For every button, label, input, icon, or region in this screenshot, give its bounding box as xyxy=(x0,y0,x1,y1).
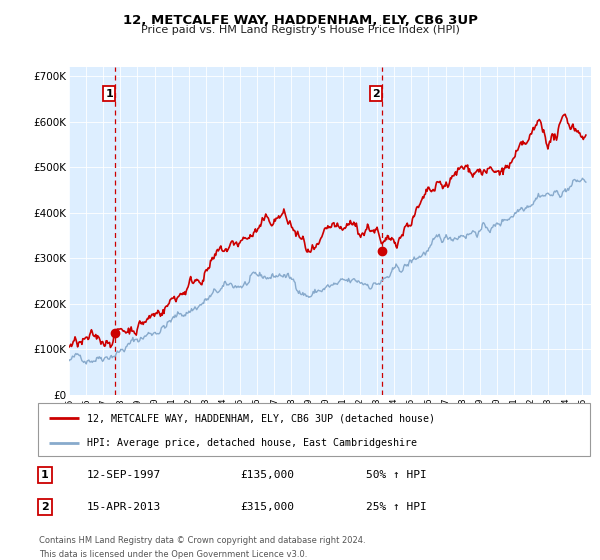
Text: 15-APR-2013: 15-APR-2013 xyxy=(87,502,161,512)
Text: £315,000: £315,000 xyxy=(240,502,294,512)
Text: 25% ↑ HPI: 25% ↑ HPI xyxy=(366,502,427,512)
Text: 2: 2 xyxy=(41,502,49,512)
Text: This data is licensed under the Open Government Licence v3.0.: This data is licensed under the Open Gov… xyxy=(39,550,307,559)
Text: 12, METCALFE WAY, HADDENHAM, ELY, CB6 3UP: 12, METCALFE WAY, HADDENHAM, ELY, CB6 3U… xyxy=(122,14,478,27)
Text: HPI: Average price, detached house, East Cambridgeshire: HPI: Average price, detached house, East… xyxy=(88,438,418,448)
FancyBboxPatch shape xyxy=(38,403,590,456)
Text: 2: 2 xyxy=(372,88,380,99)
Text: 12-SEP-1997: 12-SEP-1997 xyxy=(87,470,161,480)
Text: 50% ↑ HPI: 50% ↑ HPI xyxy=(366,470,427,480)
Text: Contains HM Land Registry data © Crown copyright and database right 2024.: Contains HM Land Registry data © Crown c… xyxy=(39,536,365,545)
Text: £135,000: £135,000 xyxy=(240,470,294,480)
Text: 1: 1 xyxy=(106,88,113,99)
Text: 1: 1 xyxy=(41,470,49,480)
Text: 12, METCALFE WAY, HADDENHAM, ELY, CB6 3UP (detached house): 12, METCALFE WAY, HADDENHAM, ELY, CB6 3U… xyxy=(88,413,436,423)
Text: Price paid vs. HM Land Registry's House Price Index (HPI): Price paid vs. HM Land Registry's House … xyxy=(140,25,460,35)
